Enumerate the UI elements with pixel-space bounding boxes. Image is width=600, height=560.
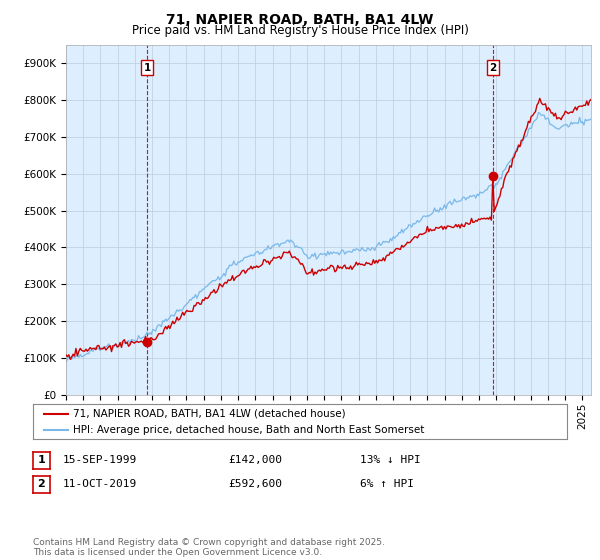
Text: 15-SEP-1999: 15-SEP-1999 [63, 455, 137, 465]
Text: 1: 1 [38, 455, 45, 465]
Text: 71, NAPIER ROAD, BATH, BA1 4LW: 71, NAPIER ROAD, BATH, BA1 4LW [166, 13, 434, 27]
Text: HPI: Average price, detached house, Bath and North East Somerset: HPI: Average price, detached house, Bath… [73, 424, 424, 435]
Text: 2: 2 [38, 479, 45, 489]
Text: 1: 1 [143, 63, 151, 73]
Text: 13% ↓ HPI: 13% ↓ HPI [360, 455, 421, 465]
Text: £142,000: £142,000 [228, 455, 282, 465]
Text: 11-OCT-2019: 11-OCT-2019 [63, 479, 137, 489]
Text: 2: 2 [489, 63, 496, 73]
Text: 71, NAPIER ROAD, BATH, BA1 4LW (detached house): 71, NAPIER ROAD, BATH, BA1 4LW (detached… [73, 409, 346, 419]
Text: Contains HM Land Registry data © Crown copyright and database right 2025.
This d: Contains HM Land Registry data © Crown c… [33, 538, 385, 557]
Text: £592,600: £592,600 [228, 479, 282, 489]
Text: 6% ↑ HPI: 6% ↑ HPI [360, 479, 414, 489]
Text: Price paid vs. HM Land Registry's House Price Index (HPI): Price paid vs. HM Land Registry's House … [131, 24, 469, 37]
